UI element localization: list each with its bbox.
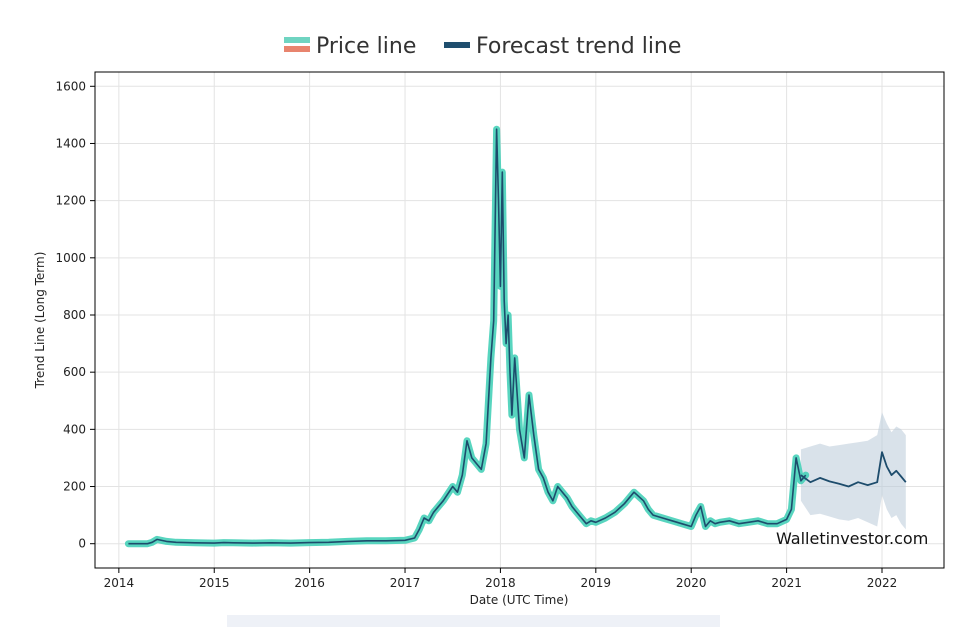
x-tick-label: 2019 xyxy=(581,576,612,590)
y-tick-label: 600 xyxy=(63,365,86,379)
legend-forecast-label: Forecast trend line xyxy=(476,34,681,59)
y-tick-label: 1000 xyxy=(55,251,86,265)
x-axis: 2014 2015 2016 2017 2018 2019 2020 2021 2022 xyxy=(104,568,898,590)
series-lines xyxy=(124,125,907,548)
x-tick-label: 2022 xyxy=(867,576,898,590)
x-tick-label: 2020 xyxy=(676,576,707,590)
y-tick-label: 1600 xyxy=(55,79,86,93)
watermark: Walletinvestor.com xyxy=(776,529,928,548)
legend: Price line Forecast trend line xyxy=(284,34,681,59)
legend-forecast-swatch xyxy=(444,42,470,48)
y-tick-label: 0 xyxy=(78,537,86,551)
legend-price-swatch-top xyxy=(284,37,310,43)
y-tick-label: 800 xyxy=(63,308,86,322)
legend-price-label: Price line xyxy=(316,34,416,59)
forecast-confidence-band xyxy=(800,412,906,530)
y-tick-label: 400 xyxy=(63,422,86,436)
x-tick-label: 2015 xyxy=(199,576,230,590)
grid xyxy=(95,72,944,568)
x-axis-label: Date (UTC Time) xyxy=(470,593,569,607)
x-tick-label: 2018 xyxy=(485,576,516,590)
x-tick-label: 2016 xyxy=(294,576,325,590)
x-tick-label: 2021 xyxy=(771,576,802,590)
y-tick-label: 200 xyxy=(63,480,86,494)
y-axis: 0 200 400 600 800 1000 1200 1400 1600 xyxy=(55,79,95,551)
legend-price-swatch-bottom xyxy=(284,46,310,52)
x-tick-label: 2014 xyxy=(104,576,135,590)
price-line xyxy=(124,125,810,548)
y-tick-label: 1200 xyxy=(55,194,86,208)
forecast-trend-line xyxy=(800,451,907,488)
y-tick-label: 1400 xyxy=(55,136,86,150)
price-trend-inner-line xyxy=(128,128,807,545)
x-tick-label: 2017 xyxy=(390,576,421,590)
plot-frame xyxy=(94,71,945,569)
forecast-band xyxy=(800,412,906,530)
bottom-strip xyxy=(227,615,720,627)
y-axis-label: Trend Line (Long Term) xyxy=(33,252,47,390)
